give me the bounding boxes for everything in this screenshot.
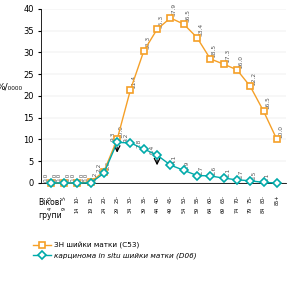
Text: 84: 84: [261, 207, 266, 213]
Text: 44: 44: [155, 207, 160, 213]
Text: 37.9: 37.9: [172, 3, 177, 16]
Text: 80-: 80-: [261, 195, 266, 203]
Text: 24: 24: [101, 207, 106, 213]
Text: 35.3: 35.3: [159, 14, 164, 27]
Text: 10.0: 10.0: [278, 125, 283, 138]
Text: 1.7: 1.7: [198, 165, 203, 175]
Y-axis label: %/₀₀₀₀: %/₀₀₀₀: [0, 83, 22, 92]
Text: 28.5: 28.5: [212, 44, 217, 57]
Text: групи: групи: [39, 211, 62, 220]
Text: 25-: 25-: [115, 195, 120, 203]
Text: 0.7: 0.7: [238, 170, 243, 179]
Text: 5-: 5-: [61, 195, 66, 200]
Text: 40-: 40-: [155, 195, 160, 203]
Text: 0.0: 0.0: [79, 172, 84, 182]
Text: 21.4: 21.4: [132, 75, 137, 88]
Text: 70-: 70-: [235, 195, 240, 203]
Text: 75-: 75-: [248, 195, 253, 203]
Text: 30-: 30-: [128, 195, 133, 203]
Text: 55-: 55-: [194, 195, 199, 203]
Text: 10.0: 10.0: [119, 125, 124, 138]
Text: 29: 29: [115, 207, 120, 213]
Text: 7.8: 7.8: [137, 138, 142, 148]
Text: 27.3: 27.3: [225, 49, 230, 62]
Text: 20-: 20-: [101, 195, 106, 203]
Text: 85+: 85+: [274, 195, 279, 205]
Text: 19: 19: [88, 207, 93, 213]
Text: 35-: 35-: [141, 195, 146, 203]
Text: 45-: 45-: [168, 195, 173, 203]
Text: 9.2: 9.2: [124, 132, 128, 142]
Text: 26.0: 26.0: [239, 55, 243, 68]
Text: 2.2: 2.2: [97, 163, 102, 172]
Text: 79: 79: [248, 207, 253, 213]
Text: 0.0: 0.0: [66, 172, 71, 182]
Text: 4: 4: [48, 207, 53, 210]
Text: 1.1: 1.1: [225, 168, 230, 178]
Text: 15-: 15-: [88, 195, 93, 203]
Text: 33.4: 33.4: [199, 23, 204, 36]
Text: 0.0: 0.0: [53, 172, 58, 182]
Text: 0.0: 0.0: [83, 172, 88, 182]
Text: 6.4: 6.4: [150, 145, 155, 154]
Text: 0.2: 0.2: [93, 171, 98, 181]
Text: 9.3: 9.3: [110, 132, 115, 141]
Text: 74: 74: [235, 207, 240, 213]
Text: 54: 54: [181, 207, 186, 213]
Legend: ЗН шийки матки (C53), карцинома in situ шийки матки (D06): ЗН шийки матки (C53), карцинома in situ …: [33, 242, 197, 259]
Text: 0.0: 0.0: [70, 172, 75, 182]
Text: 59: 59: [194, 207, 199, 213]
Text: 0.0: 0.0: [44, 172, 49, 182]
Text: 69: 69: [221, 207, 226, 213]
Text: 0-: 0-: [48, 195, 53, 200]
Text: 9: 9: [61, 207, 66, 210]
Text: 2.9: 2.9: [185, 160, 190, 170]
Text: 39: 39: [141, 207, 146, 213]
Text: 65-: 65-: [221, 195, 226, 203]
Text: 50-: 50-: [181, 195, 186, 203]
Text: 0.0: 0.0: [57, 172, 62, 182]
Text: 10-: 10-: [75, 195, 80, 203]
Text: 1.6: 1.6: [212, 166, 217, 175]
Text: 4.1: 4.1: [172, 155, 177, 164]
Text: 30.3: 30.3: [145, 36, 150, 49]
Text: 64: 64: [208, 207, 213, 213]
Text: 22.2: 22.2: [252, 71, 257, 85]
Text: 0.5: 0.5: [252, 171, 257, 180]
Text: 2.6: 2.6: [106, 161, 111, 170]
Text: 16.5: 16.5: [265, 96, 270, 109]
Text: 14: 14: [75, 207, 80, 213]
Text: 34: 34: [128, 207, 133, 213]
Text: 0.1: 0.1: [265, 173, 270, 182]
Text: 60-: 60-: [208, 195, 213, 203]
Text: 36.5: 36.5: [185, 9, 190, 22]
Text: Вікові: Вікові: [39, 198, 62, 207]
Text: 49: 49: [168, 207, 173, 213]
